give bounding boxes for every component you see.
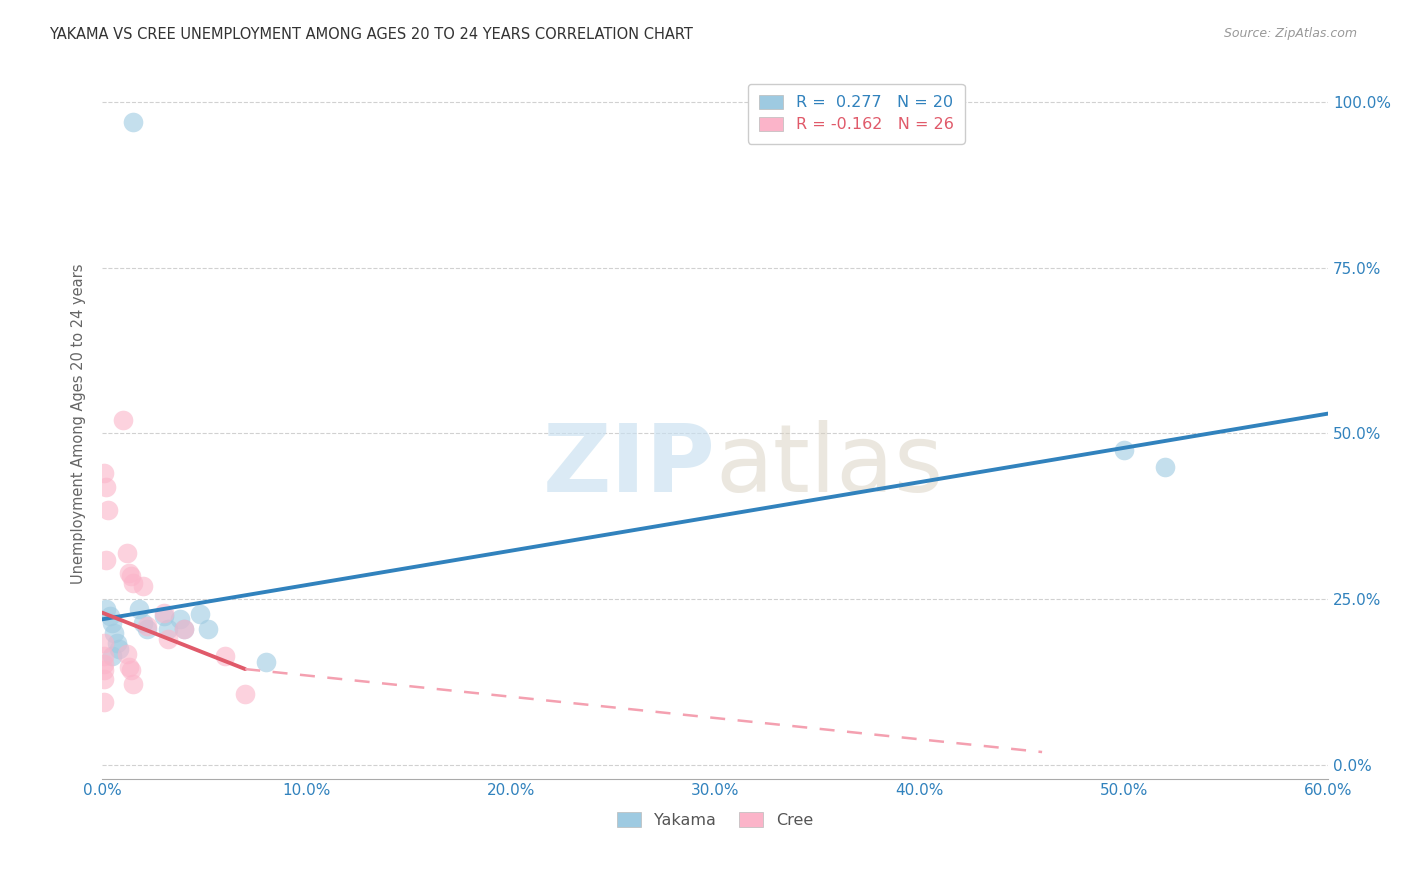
Point [188,607,211,621]
Point [93,648,115,663]
Point [118,660,141,674]
Point [93,664,115,678]
Y-axis label: Unemployment Among Ages 20 to 24 years: Unemployment Among Ages 20 to 24 years [72,263,86,583]
Point [233,687,256,701]
Point [136,619,159,633]
Point [132,615,155,630]
Point [93,467,115,481]
Point [120,664,142,678]
Point [93,695,115,709]
Legend: Yakama, Cree: Yakama, Cree [610,806,820,835]
Point [100,609,122,624]
Point [120,569,142,583]
Point [152,609,174,624]
Point [173,622,195,636]
Point [173,622,195,636]
Point [121,575,143,590]
Point [115,546,138,560]
Point [197,622,219,636]
Point [156,622,179,636]
Point [156,632,179,647]
Text: atlas: atlas [716,420,943,512]
Text: ZIP: ZIP [543,420,716,512]
Point [101,615,124,630]
Text: Source: ZipAtlas.com: Source: ZipAtlas.com [1223,27,1357,40]
Point [93,635,115,649]
Point [169,612,191,626]
Point [1112,443,1135,458]
Point [128,602,150,616]
Point [107,642,129,657]
Point [111,413,134,427]
Point [118,566,141,580]
Point [1153,459,1175,474]
Point [96,480,118,494]
Point [254,656,277,670]
Point [121,677,143,691]
Text: YAKAMA VS CREE UNEMPLOYMENT AMONG AGES 20 TO 24 YEARS CORRELATION CHART: YAKAMA VS CREE UNEMPLOYMENT AMONG AGES 2… [49,27,693,42]
Point [121,114,143,128]
Point [214,648,236,663]
Point [97,503,120,517]
Point [93,672,115,686]
Point [103,625,125,640]
Point [96,602,118,616]
Point [93,657,115,671]
Point [132,579,155,593]
Point [96,552,118,566]
Point [101,648,124,663]
Point [152,606,174,620]
Point [105,635,128,649]
Point [115,647,138,661]
Point [136,622,159,636]
